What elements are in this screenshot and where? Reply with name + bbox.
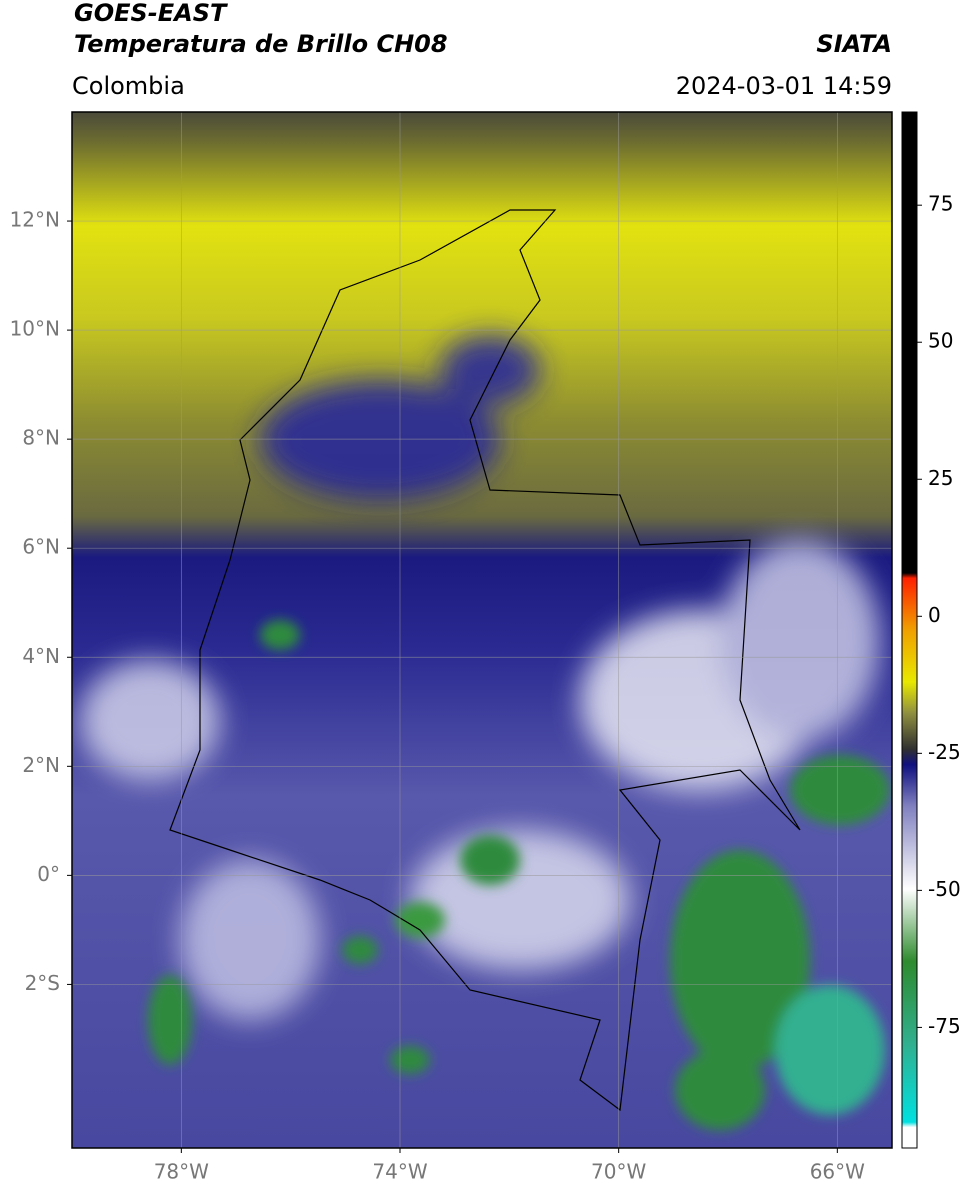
y-tick-label: 4°N — [22, 644, 60, 668]
country-border — [169, 209, 801, 1112]
subtitle: Temperatura de Brillo CH08 — [74, 30, 448, 58]
region: Colombia — [72, 72, 185, 100]
colorbar — [901, 111, 918, 1149]
y-tick-label: 2°S — [25, 971, 60, 995]
y-tick-label: 0° — [37, 862, 60, 886]
x-tick-label: 74°W — [372, 1160, 427, 1184]
map-frame — [71, 111, 893, 1149]
colorbar-label: -75 — [928, 1014, 961, 1038]
y-tick-label: 8°N — [22, 426, 60, 450]
colorbar-label: 0 — [928, 603, 941, 627]
colorbar-label: -50 — [928, 877, 961, 901]
x-tick-label: 66°W — [810, 1160, 865, 1184]
x-tick-label: 78°W — [154, 1160, 209, 1184]
title: GOES-EAST — [74, 0, 228, 27]
colorbar-label: 75 — [928, 192, 953, 216]
source: SIATA — [816, 30, 892, 58]
satellite-image — [72, 112, 892, 1148]
x-tick-label: 70°W — [591, 1160, 646, 1184]
colorbar-label: 25 — [928, 466, 953, 490]
y-tick-label: 10°N — [10, 317, 60, 341]
datetime: 2024-03-01 14:59 — [676, 72, 892, 100]
y-tick-label: 12°N — [10, 208, 60, 232]
colorbar-label: -25 — [928, 740, 961, 764]
y-tick-label: 6°N — [22, 535, 60, 559]
colorbar-label: 50 — [928, 329, 953, 353]
y-tick-label: 2°N — [22, 753, 60, 777]
